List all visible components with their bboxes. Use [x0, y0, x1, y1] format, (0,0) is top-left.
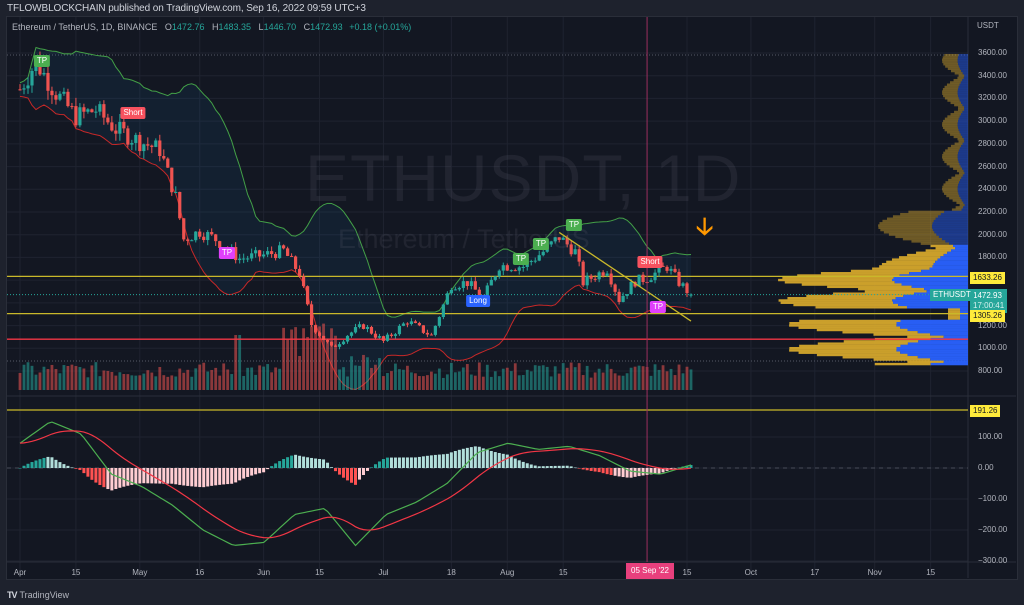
macd-tick: −100.00	[978, 494, 1008, 503]
footer-branding[interactable]: TV TradingView	[7, 590, 69, 600]
trendline[interactable]	[558, 231, 692, 322]
watermark-symbol: ETHUSDT, 1D	[305, 141, 742, 215]
macd-tick: 0.00	[978, 463, 994, 472]
last-price: 1472.93	[973, 291, 1002, 300]
signal-long-label: Long	[466, 295, 490, 307]
time-tick: Nov	[867, 568, 882, 577]
signal-tp-label: TP	[512, 253, 530, 265]
ohlc-legend: Ethereum / TetherUS, 1D, BINANCE O1472.7…	[12, 22, 412, 32]
time-tick: 15	[926, 568, 936, 577]
volume-profile	[778, 53, 968, 366]
bar-countdown: 17:00:41	[973, 301, 1005, 310]
grid-lines	[7, 17, 1016, 578]
time-tick: 18	[446, 568, 456, 577]
time-tick: 15	[682, 568, 692, 577]
price-tick: 2600.00	[978, 161, 1007, 171]
macd-tick: 100.00	[978, 432, 1003, 441]
signal-short-label: Short	[120, 107, 146, 119]
price-tick: 2800.00	[978, 138, 1007, 148]
time-tick: May	[132, 568, 148, 577]
price-tick: 3400.00	[978, 70, 1007, 80]
price-tick: 800.00	[978, 366, 1003, 375]
price-tick: 2400.00	[978, 184, 1007, 194]
signal-tp-label: TP	[532, 238, 550, 250]
open-value: 1472.76	[171, 22, 205, 32]
last-price-tag: 1472.93 17:00:41	[970, 289, 1008, 313]
price-tick: 2000.00	[978, 229, 1007, 239]
tradingview-logo-icon: TV	[7, 590, 17, 600]
price-tick: 3600.00	[978, 48, 1007, 57]
time-tick: 16	[195, 568, 205, 577]
price-tick: 3200.00	[978, 93, 1007, 103]
macd-level-tag: 191.26	[970, 405, 1001, 417]
tradingview-brand: TradingView	[19, 590, 70, 600]
price-tick: 1800.00	[978, 252, 1007, 262]
support-price-tag: 1305.26	[970, 310, 1005, 322]
price-tick: 1200.00	[978, 320, 1007, 330]
close-value: 1472.93	[310, 22, 343, 32]
time-tick: Jun	[257, 568, 271, 577]
time-tick: 17	[810, 568, 820, 577]
price-axis-unit: USDT	[977, 21, 999, 30]
macd-pane	[7, 421, 968, 547]
watermark-name: Ethereum / TetherUS	[338, 224, 590, 254]
time-tick: Aug	[500, 568, 515, 577]
price-tick: 1000.00	[978, 343, 1007, 353]
high-value: 1483.35	[218, 22, 252, 32]
crosshair-date-tag: 05 Sep '22	[626, 563, 675, 579]
publisher-line: TFLOWBLOCKCHAIN published on TradingView…	[7, 3, 366, 14]
time-tick: 15	[315, 568, 324, 577]
time-tick: Jul	[378, 568, 389, 577]
signal-tp-label: TP	[218, 247, 236, 259]
macd-tick: −200.00	[978, 525, 1008, 534]
resistance-price-tag: 1633.26	[970, 272, 1005, 284]
time-tick: 15	[558, 568, 568, 577]
symbol-price-tag: ETHUSDT	[930, 289, 974, 301]
time-tick: Oct	[744, 568, 758, 577]
volume-bars	[18, 323, 693, 390]
time-tick: Apr	[13, 568, 27, 577]
signal-tp-label: TP	[33, 55, 51, 67]
low-value: 1446.70	[263, 22, 297, 32]
price-tick: 3000.00	[978, 116, 1007, 126]
signal-tp-label: TP	[649, 301, 667, 313]
signal-tp-label: TP	[565, 219, 583, 231]
symbol-description: Ethereum / TetherUS, 1D, BINANCE	[12, 22, 158, 32]
macd-tick: −300.00	[978, 556, 1008, 565]
signal-short-label: Short	[637, 256, 663, 268]
price-tick: 2200.00	[978, 207, 1007, 216]
change-value: +0.18 (+0.01%)	[349, 22, 412, 32]
time-tick: 15	[71, 568, 81, 577]
arrow-down-icon: 🡣	[696, 213, 714, 240]
